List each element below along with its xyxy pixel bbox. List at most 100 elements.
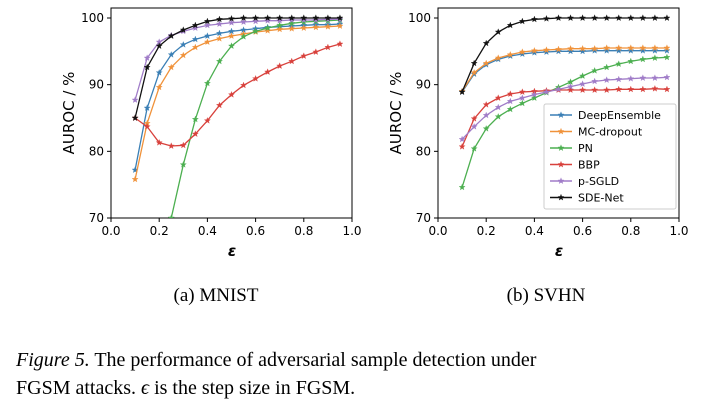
data-point-sde-net (506, 21, 514, 29)
series-line-deepensemble (134, 23, 340, 171)
x-tick-label: 0.4 (198, 224, 217, 238)
data-point-bbp (591, 86, 599, 93)
caption-figure-label: Figure 5. (16, 349, 90, 371)
y-tick-label: 100 (408, 11, 431, 25)
data-point-bbp (216, 101, 223, 109)
data-point-p-sgld (567, 83, 574, 90)
data-point-mc-dropout (543, 46, 550, 53)
data-point-bbp (264, 68, 272, 75)
data-point-bbp (300, 52, 308, 59)
data-point-sde-net (543, 15, 550, 22)
data-point-bbp (615, 85, 623, 93)
data-point-pn (179, 161, 187, 168)
series-lines-mnist (131, 14, 344, 218)
data-point-sde-net (131, 114, 139, 121)
data-point-pn (228, 42, 235, 49)
data-point-bbp (579, 86, 587, 93)
x-tick-label: 0.6 (573, 224, 592, 238)
data-point-deepensemble (555, 47, 562, 55)
data-point-p-sgld (603, 76, 611, 83)
data-point-p-sgld (252, 17, 260, 25)
data-point-sde-net (288, 14, 296, 21)
data-point-p-sgld (312, 16, 320, 23)
data-point-pn (627, 57, 635, 65)
y-tick-label: 70 (416, 211, 431, 225)
data-point-bbp (470, 115, 478, 122)
data-point-mc-dropout (203, 38, 211, 45)
legend-label-mc-dropout: MC-dropout (578, 126, 643, 139)
data-point-p-sgld (470, 123, 478, 130)
caption-line2-start: FGSM attacks. (16, 377, 141, 399)
data-point-deepensemble (530, 49, 538, 56)
series-line-sde-net (461, 17, 667, 93)
legend-label-sde-net: SDE-Net (578, 192, 624, 205)
data-point-p-sgld (482, 111, 490, 119)
x-tick-label: 0.2 (477, 224, 496, 238)
data-point-sde-net (579, 14, 587, 21)
legend-marker-p-sgld (557, 177, 565, 184)
data-point-pn (167, 214, 175, 218)
data-point-pn (603, 63, 611, 71)
x-tick-label: 0.8 (621, 224, 640, 238)
legend-marker-sde-net (557, 193, 565, 201)
caption-line1-text: The performance of adversarial sample de… (89, 349, 537, 371)
legend-label-bbp: BBP (578, 159, 600, 172)
caption-line-2: FGSM attacks. ϵ is the step size in FGSM… (16, 374, 716, 402)
data-point-bbp (482, 101, 490, 108)
data-point-mc-dropout (555, 45, 562, 53)
data-point-sde-net (567, 14, 574, 21)
data-point-mc-dropout (324, 23, 332, 30)
data-point-sde-net (252, 14, 260, 21)
data-point-p-sgld (555, 85, 562, 93)
data-point-bbp (567, 86, 574, 93)
caption-epsilon: ϵ (141, 377, 150, 399)
legend-label-pn: PN (578, 142, 593, 155)
x-axis-label-mnist: ε (228, 242, 236, 260)
data-point-sde-net (179, 26, 187, 33)
data-point-deepensemble (155, 69, 163, 76)
data-point-mc-dropout (530, 47, 538, 54)
data-point-sde-net (276, 14, 284, 21)
y-tick-label: 90 (416, 78, 431, 92)
legend-marker-deepensemble (557, 111, 565, 118)
data-point-p-sgld (627, 75, 635, 82)
data-point-pn (506, 105, 514, 113)
data-point-mc-dropout (567, 45, 574, 52)
data-point-bbp (506, 90, 514, 97)
data-point-mc-dropout (663, 44, 671, 51)
data-point-p-sgld (518, 94, 526, 101)
data-point-deepensemble (591, 47, 599, 54)
series-line-bbp (134, 43, 341, 147)
plot-frame-svhn (437, 7, 680, 219)
data-point-p-sgld (530, 91, 538, 98)
data-point-deepensemble (143, 104, 151, 111)
data-point-bbp (312, 48, 320, 55)
subcaption-mnist: (a) MNIST (174, 285, 259, 306)
data-point-p-sgld (131, 96, 139, 103)
series-line-mc-dropout (134, 25, 340, 180)
data-point-bbp (228, 91, 235, 98)
data-point-sde-net (228, 15, 235, 22)
data-point-p-sgld (458, 135, 466, 143)
legend-marker-pn (557, 144, 565, 151)
data-point-bbp (336, 40, 344, 47)
data-point-pn (663, 53, 671, 61)
data-point-sde-net (324, 14, 332, 21)
y-tick-label: 80 (416, 144, 431, 158)
data-point-bbp (143, 123, 151, 130)
data-point-deepensemble (603, 47, 611, 54)
plot-frame-mnist (110, 7, 353, 219)
data-point-mc-dropout (639, 44, 647, 51)
y-tick-label: 70 (89, 211, 104, 225)
data-point-pn (288, 19, 296, 27)
data-point-sde-net (651, 14, 659, 21)
data-point-mc-dropout (470, 69, 478, 76)
data-point-deepensemble (627, 47, 635, 54)
data-point-bbp (324, 43, 332, 51)
x-tick-label: 0.0 (101, 224, 120, 238)
data-point-pn (591, 67, 599, 74)
data-point-bbp (252, 75, 260, 82)
data-point-p-sgld (506, 97, 514, 105)
data-point-pn (203, 79, 211, 87)
